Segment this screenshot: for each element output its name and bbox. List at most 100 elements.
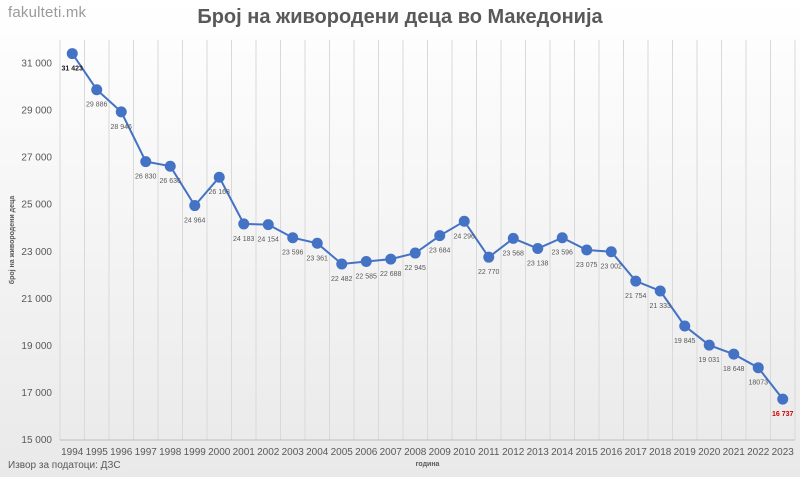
data-label: 26 168 <box>209 189 231 196</box>
data-point <box>728 348 740 360</box>
data-label: 23 684 <box>429 248 451 255</box>
data-point <box>115 106 127 118</box>
data-label: 22 770 <box>478 269 500 276</box>
chart-title: Број на живородени деца во Македонија <box>197 6 603 28</box>
data-point <box>630 275 642 287</box>
x-axis-title: година <box>416 461 440 468</box>
data-label: 22 688 <box>380 271 402 278</box>
x-tick-label: 1996 <box>110 447 133 458</box>
data-point <box>409 247 421 259</box>
data-label: 24 154 <box>258 237 280 244</box>
data-label: 24 183 <box>233 236 255 243</box>
x-tick-label: 2014 <box>551 447 574 458</box>
data-label: 26 636 <box>160 178 182 185</box>
x-tick-label: 1995 <box>86 447 109 458</box>
x-tick-label: 2002 <box>257 447 280 458</box>
data-label: 16 737 <box>772 411 794 418</box>
data-label: 31 423 <box>62 66 84 73</box>
y-tick-label: 27 000 <box>21 153 52 164</box>
x-tick-label: 2010 <box>453 447 476 458</box>
y-tick-label: 23 000 <box>21 247 52 258</box>
data-label: 19 031 <box>699 357 721 364</box>
data-label: 22 945 <box>405 265 427 272</box>
data-label: 23 075 <box>576 262 598 269</box>
data-label: 28 946 <box>111 124 133 131</box>
data-point <box>238 218 250 230</box>
data-point <box>262 219 274 231</box>
x-tick-label: 2005 <box>331 447 354 458</box>
data-point <box>360 256 372 268</box>
data-point <box>532 243 544 255</box>
data-point <box>752 362 764 374</box>
data-point <box>91 84 103 96</box>
x-tick-label: 2019 <box>674 447 697 458</box>
data-point <box>703 339 715 351</box>
x-tick-label: 1994 <box>61 447 84 458</box>
data-point <box>679 320 691 332</box>
x-tick-label: 2012 <box>502 447 525 458</box>
data-point <box>189 200 201 212</box>
data-point <box>458 215 470 227</box>
x-tick-label: 2003 <box>282 447 305 458</box>
data-point <box>654 285 666 297</box>
x-tick-label: 2015 <box>576 447 599 458</box>
data-source-note: Извор за податоци: ДЗС <box>8 460 121 471</box>
data-label: 23 596 <box>552 250 574 257</box>
y-tick-label: 19 000 <box>21 341 52 352</box>
data-point <box>434 230 446 242</box>
data-point <box>140 156 152 168</box>
data-label: 18073 <box>749 380 769 387</box>
x-tick-label: 2007 <box>380 447 403 458</box>
x-tick-label: 2020 <box>698 447 721 458</box>
data-point <box>66 48 78 60</box>
x-tick-label: 2021 <box>723 447 746 458</box>
data-label: 24 964 <box>184 218 206 225</box>
y-axis-title: број на живородени деца <box>8 196 16 285</box>
data-point <box>605 246 617 258</box>
y-tick-label: 31 000 <box>21 59 52 70</box>
data-label: 23 596 <box>282 250 304 257</box>
x-tick-label: 2004 <box>306 447 329 458</box>
data-label: 23 002 <box>601 264 623 271</box>
x-axis-ticks: 1994 1995 1996 1997 1998 1999 2000 2001 2002 2003… <box>61 447 794 458</box>
data-label: 22 585 <box>356 274 378 281</box>
data-label: 21 754 <box>625 293 647 300</box>
x-tick-label: 2006 <box>355 447 378 458</box>
y-tick-label: 21 000 <box>21 294 52 305</box>
data-label: 23 138 <box>527 261 549 268</box>
x-tick-label: 2013 <box>527 447 550 458</box>
x-tick-label: 2011 <box>478 447 500 458</box>
data-point <box>311 237 323 249</box>
series-line <box>71 53 784 400</box>
x-tick-label: 2001 <box>233 447 256 458</box>
data-point <box>385 253 397 265</box>
data-label: 23 361 <box>307 255 329 262</box>
x-tick-label: 2022 <box>747 447 770 458</box>
data-point <box>556 232 568 244</box>
x-tick-label: 2009 <box>429 447 452 458</box>
chart-grid <box>59 40 796 441</box>
site-logo: fakulteti.mk <box>8 4 87 21</box>
data-point <box>164 160 176 172</box>
y-axis-ticks: 15 000 17 000 19 000 21 000 23 000 25 000 27 0… <box>21 59 52 446</box>
data-point <box>507 232 519 244</box>
x-tick-label: 2000 <box>208 447 231 458</box>
data-label: 21 333 <box>650 303 672 310</box>
series-markers <box>66 48 789 405</box>
data-label: 26 830 <box>135 174 157 181</box>
data-label: 24 296 <box>454 233 476 240</box>
data-label: 18 648 <box>723 366 745 373</box>
data-label: 29 886 <box>86 102 108 109</box>
y-tick-label: 29 000 <box>21 106 52 117</box>
y-tick-label: 15 000 <box>21 435 52 446</box>
x-tick-label: 1997 <box>135 447 158 458</box>
data-label: 19 845 <box>674 338 696 345</box>
x-tick-label: 1998 <box>159 447 182 458</box>
x-tick-label: 2016 <box>600 447 623 458</box>
data-point <box>581 244 593 256</box>
data-point <box>777 393 789 405</box>
y-tick-label: 25 000 <box>21 200 52 211</box>
data-point <box>213 171 225 183</box>
